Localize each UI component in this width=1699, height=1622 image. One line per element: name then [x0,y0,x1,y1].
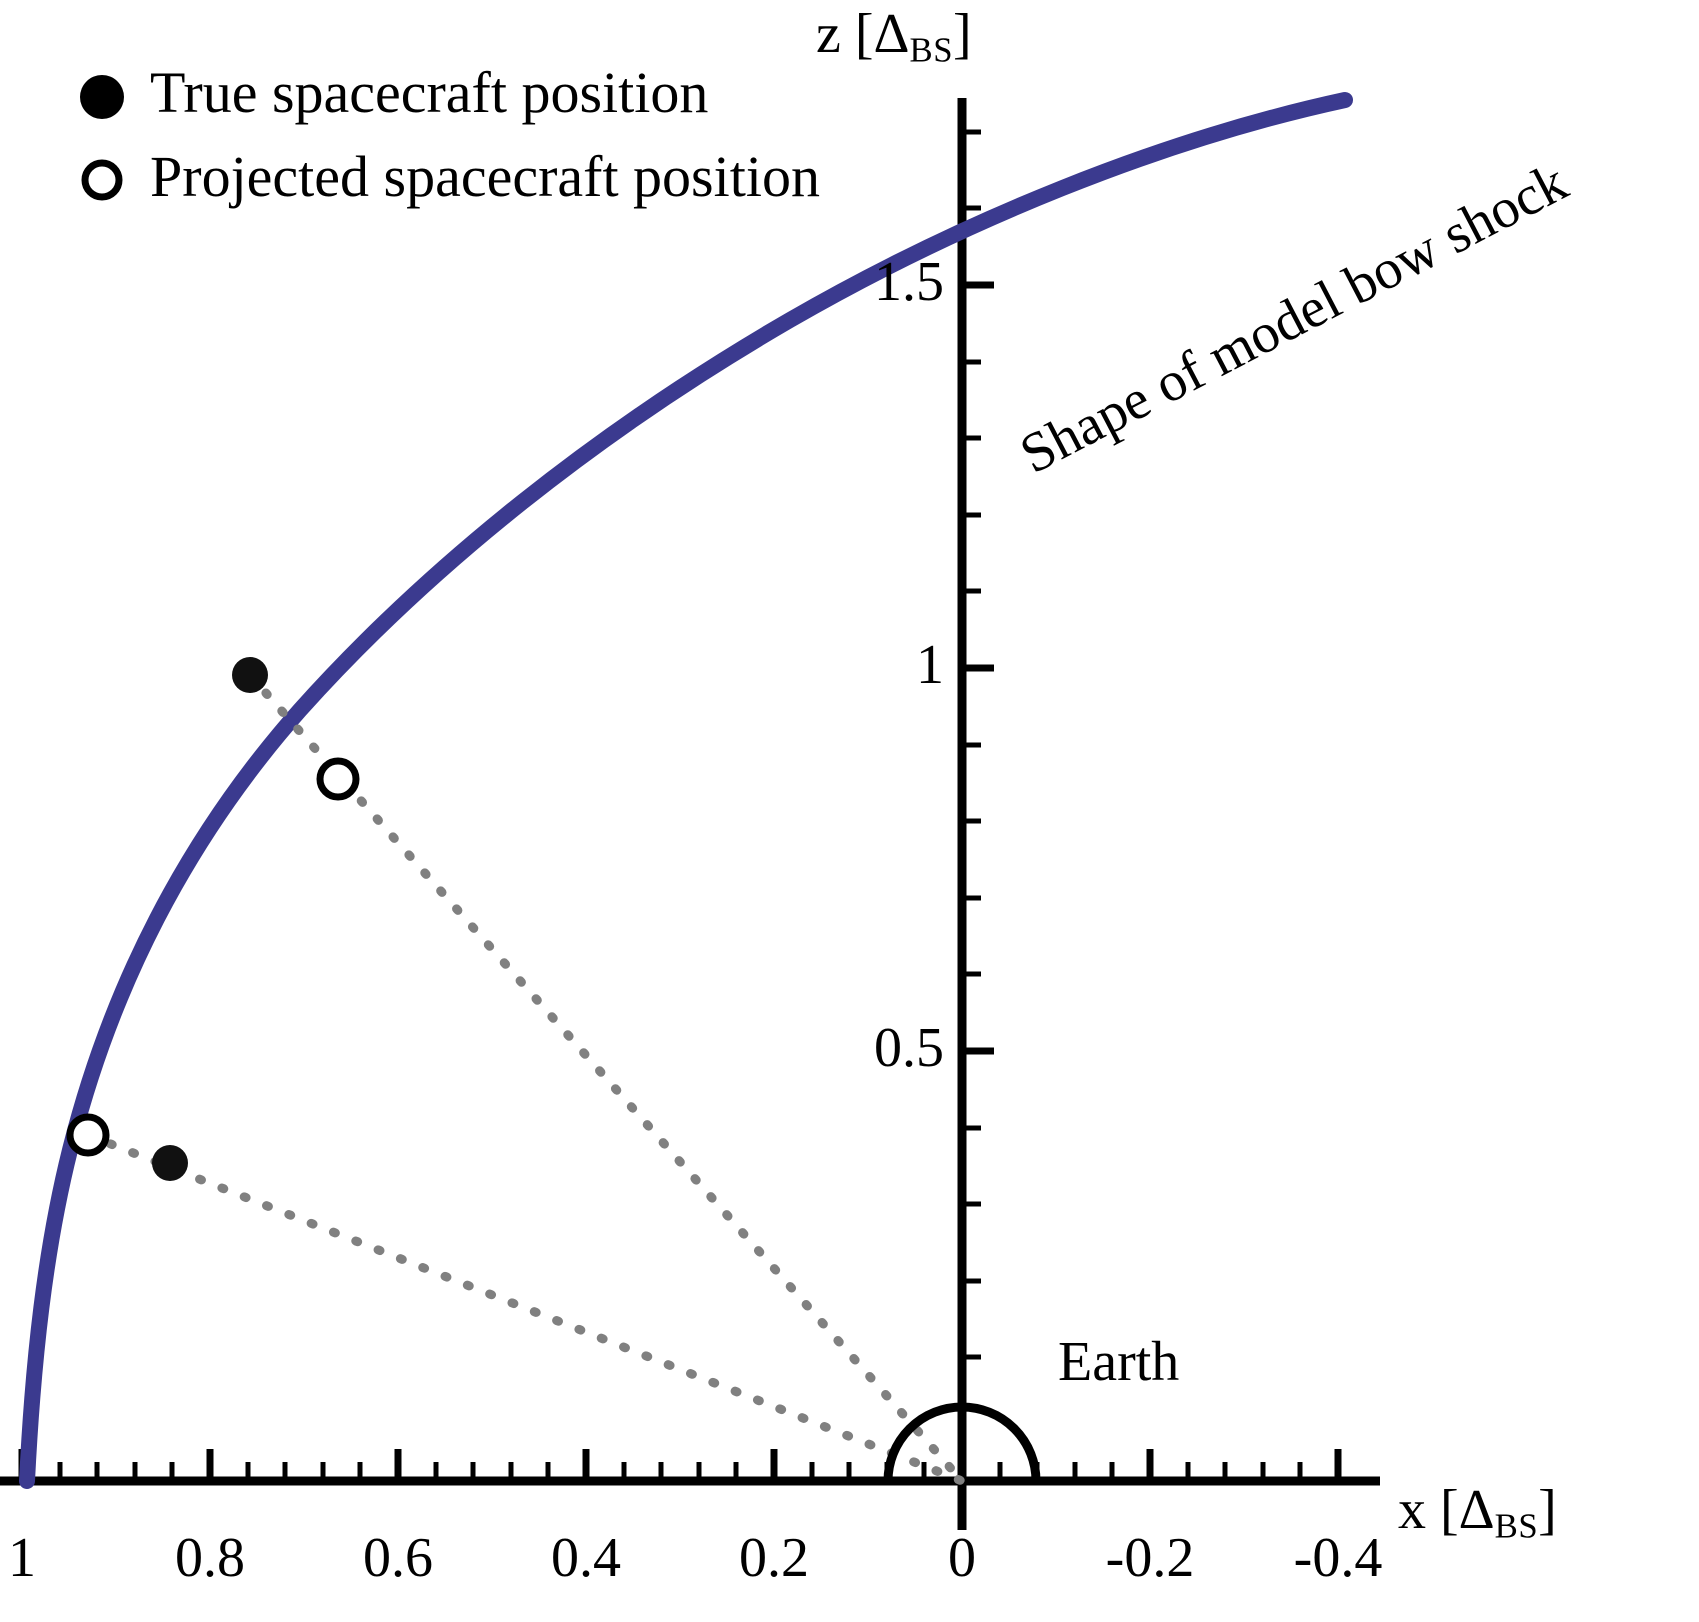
z-tick-label-0.5: 0.5 [874,1017,944,1079]
x-axis-major-ticks [18,1449,1342,1481]
x-axis-title-subscript: BS [1494,1506,1539,1546]
z-axis-minor-ticks [962,129,981,1360]
legend-entry-projected-position-label: Projected spacecraft position [150,144,820,209]
x-tick-label-neg0.4: -0.4 [1293,1527,1383,1589]
x-tick-label-0.8: 0.8 [175,1527,245,1589]
z-axis-title-subscript: BS [909,30,953,70]
guide-line-upper [245,670,967,1486]
x-tick-label-neg0.2: -0.2 [1105,1527,1195,1589]
legend-marker-filled-circle [80,75,124,119]
z-axis-title-bracket-close: ] [953,3,972,65]
projected-position-marker-upper[interactable] [316,757,360,801]
z-tick-label-1.5: 1.5 [874,251,944,313]
x-axis-title-bracket-close: ] [1538,1479,1557,1541]
earth-label: Earth [1058,1331,1180,1393]
x-tick-label-0: 0 [948,1527,976,1589]
legend-entry-true-position-label: True spacecraft position [150,60,709,125]
x-axis-title-bracket-open: [ [1440,1479,1459,1541]
z-tick-label-1: 1 [916,634,944,696]
x-axis-title-symbol: Δ [1458,1479,1495,1541]
true-position-marker-upper[interactable] [232,657,268,693]
guide-line-lower [83,1130,967,1486]
x-tick-label-0.2: 0.2 [739,1527,809,1589]
z-axis-title: z [ΔBS] [816,6,972,68]
z-axis-title-symbol: Δ [873,3,910,65]
z-axis-title-bracket-open: [ [854,3,874,65]
true-position-marker-lower[interactable] [152,1145,188,1181]
z-axis-major-ticks [962,281,994,1055]
x-axis-title: x [ΔBS] [1398,1482,1557,1544]
projected-position-marker-lower[interactable] [66,1113,110,1157]
x-tick-label-0.4: 0.4 [551,1527,621,1589]
legend-marker-open-circle [81,159,123,201]
bow-shock-curve [19,92,1353,1489]
x-tick-label-0.6: 0.6 [363,1527,433,1589]
x-axis-title-main: x [1398,1479,1426,1541]
x-tick-label-1: 1 [8,1527,36,1589]
z-axis-title-main: z [816,3,841,65]
earth-semicircle [883,1402,1041,1482]
